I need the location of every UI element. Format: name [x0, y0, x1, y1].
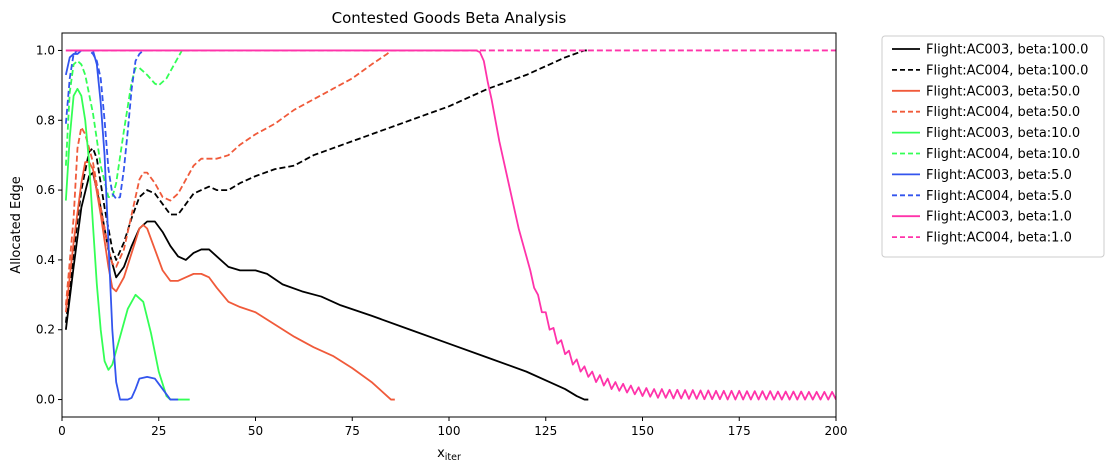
y-tick-label: 0.4: [36, 253, 55, 267]
series-line-6: [64, 49, 190, 198]
x-axis-label-main: x: [437, 446, 445, 461]
x-tick-label: 0: [58, 424, 66, 438]
y-tick-label: 0.6: [36, 183, 55, 197]
legend-label-1: Flight:AC003, beta:100.0: [926, 43, 1088, 58]
y-tick-label: 0.0: [36, 393, 55, 407]
series-line-4: [64, 49, 480, 306]
x-tick-label: 175: [728, 424, 751, 438]
x-tick-label: 75: [345, 424, 360, 438]
y-tick-label: 0.2: [36, 323, 55, 337]
series-line-1: [64, 171, 589, 401]
legend-label-8: Flight:AC004, beta:5.0: [926, 189, 1072, 204]
series-line-7: [64, 49, 179, 401]
series-line-5: [64, 87, 190, 401]
legend-label-5: Flight:AC003, beta:10.0: [926, 126, 1080, 141]
x-tick-label: 50: [248, 424, 263, 438]
x-axis-label: xiter: [437, 446, 461, 463]
series-line-2: [64, 49, 589, 323]
series-line-8: [64, 49, 148, 200]
x-tick-label: 200: [825, 424, 848, 438]
series-line-3: [64, 161, 395, 401]
legend-label-6: Flight:AC004, beta:10.0: [926, 147, 1080, 162]
legend-label-10: Flight:AC004, beta:1.0: [926, 231, 1072, 246]
chart-title: Contested Goods Beta Analysis: [332, 9, 567, 27]
plot-frame: [61, 32, 837, 418]
y-axis-label: Allocated Edge: [9, 176, 24, 273]
plot-area: [64, 49, 836, 401]
y-tick-label: 0.8: [36, 113, 55, 127]
x-tick-label: 125: [534, 424, 557, 438]
y-tick-label: 1.0: [36, 43, 55, 57]
legend: Flight:AC003, beta:100.0 Flight:AC004, be…: [881, 35, 1105, 258]
legend-frame: [881, 35, 1105, 258]
legend-label-7: Flight:AC003, beta:5.0: [926, 168, 1072, 183]
legend-label-3: Flight:AC003, beta:50.0: [926, 84, 1080, 99]
x-axis-label-subscript: iter: [445, 452, 461, 463]
legend-label-2: Flight:AC004, beta:100.0: [926, 63, 1088, 78]
legend-label-9: Flight:AC003, beta:1.0: [926, 210, 1072, 225]
x-tick-label: 100: [438, 424, 461, 438]
y-axis: 0.0 0.2 0.4 0.6 0.8 1.0: [36, 43, 62, 407]
x-tick-label: 150: [631, 424, 654, 438]
series-line-9: [65, 49, 836, 401]
legend-label-4: Flight:AC004, beta:50.0: [926, 105, 1080, 120]
x-axis: 0 25 50 75 100 125 150 175 200: [58, 417, 847, 438]
x-tick-label: 25: [151, 424, 166, 438]
